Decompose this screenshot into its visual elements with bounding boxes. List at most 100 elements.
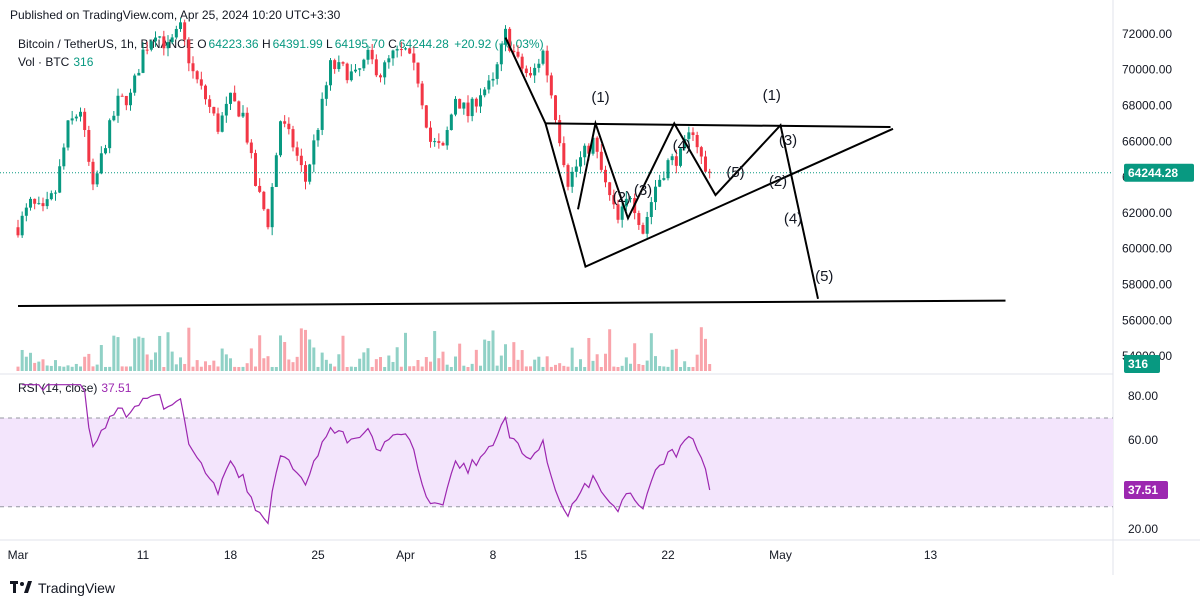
volume-bar [466, 366, 470, 371]
volume-bar [633, 343, 637, 371]
volume-bar [679, 366, 682, 371]
volume-bar [649, 333, 653, 371]
volume-bar [199, 366, 203, 371]
candle-body [254, 153, 257, 186]
volume-bar [566, 366, 570, 371]
volume-bar [129, 366, 132, 371]
volume-bar [54, 360, 57, 371]
high-value: 64391.99 [272, 37, 323, 51]
volume-bar [545, 356, 549, 371]
candle-body [420, 83, 424, 106]
candle-body [445, 130, 449, 146]
volume-bar [141, 337, 145, 371]
candle-body [612, 195, 616, 205]
price-tick-label: 70000.00 [1122, 63, 1172, 77]
volume-bar [29, 352, 32, 371]
candle-body [112, 115, 116, 121]
candle-body [124, 95, 128, 106]
tradingview-footer[interactable]: TradingView [10, 580, 115, 596]
candle-body [95, 173, 99, 185]
time-tick-label: May [769, 548, 792, 562]
volume-bar [95, 364, 99, 371]
candle-body [679, 148, 682, 166]
volume-bar [616, 366, 620, 371]
candle-body [166, 42, 170, 49]
candle-body [591, 137, 595, 154]
volume-bar [320, 352, 324, 371]
price-tick-label: 60000.00 [1122, 242, 1172, 256]
price-tick-label: 72000.00 [1122, 27, 1172, 41]
candle-body [49, 193, 53, 200]
candle-body [212, 106, 216, 114]
volume-bar [304, 329, 307, 371]
candle-body [108, 120, 112, 149]
volume-bar [458, 343, 462, 371]
volume-bar [62, 366, 66, 371]
candle-body [645, 216, 649, 234]
volume-bar [520, 350, 524, 371]
candle-body [474, 98, 478, 107]
volume-bar [341, 335, 345, 371]
volume-bar [441, 351, 445, 371]
candle-body [145, 49, 149, 51]
candle-body [20, 215, 24, 236]
candle-body [370, 49, 374, 60]
candle-body [595, 137, 599, 152]
volume-bar [533, 359, 537, 371]
candle-body [358, 68, 362, 70]
candle-body [183, 22, 187, 40]
candle-body [29, 198, 32, 208]
volume-bar [595, 354, 599, 371]
candle-body [137, 72, 141, 76]
candle-body [237, 101, 241, 117]
publish-notice: Published on TradingView.com, Apr 25, 20… [10, 8, 341, 22]
volume-bar [395, 347, 399, 371]
candle-body [558, 120, 562, 144]
candle-body [533, 67, 537, 76]
candle-body [324, 85, 328, 99]
volume-bar [99, 345, 103, 371]
candle-body [337, 62, 341, 70]
volume-bar [174, 364, 178, 371]
volume-bar [170, 351, 174, 371]
candle-body [404, 48, 407, 50]
time-tick-label: 15 [574, 548, 588, 562]
last-price-badge-bg [1124, 163, 1194, 182]
time-tick-label: Apr [396, 548, 415, 562]
volume-bar [299, 328, 303, 371]
volume-bar [79, 366, 82, 371]
candle-body [362, 59, 366, 69]
volume-bar [270, 366, 274, 371]
footer-brand: TradingView [38, 580, 116, 596]
candle-body [329, 60, 332, 86]
candle-body [45, 199, 49, 207]
volume-bar [374, 359, 378, 371]
volume-bar [529, 366, 532, 371]
candle-body [583, 145, 587, 158]
candle-body [574, 166, 578, 172]
candle-body [408, 48, 412, 54]
close-value: 64244.28 [398, 37, 449, 51]
volume-bar [483, 339, 487, 371]
candle-body [562, 143, 566, 166]
volume-bar [216, 366, 220, 371]
volume-bar [187, 327, 191, 371]
candle-body [129, 92, 132, 106]
candle-body [16, 227, 20, 236]
candle-body [83, 111, 87, 131]
time-tick-label: 22 [661, 548, 675, 562]
volume-bar [241, 366, 245, 371]
candle-body [654, 186, 657, 203]
candle-body [424, 105, 428, 128]
candle-body [695, 135, 699, 148]
rsi-tick-label: 80.00 [1128, 389, 1158, 403]
volume-bar [274, 367, 278, 371]
volume-bar [645, 360, 649, 371]
volume-bar [291, 362, 295, 371]
wave-label-4: (4) [673, 137, 691, 154]
volume-bar [224, 354, 228, 371]
volume-bar [583, 366, 587, 371]
candle-body [245, 112, 249, 143]
volume-bar [179, 357, 182, 371]
